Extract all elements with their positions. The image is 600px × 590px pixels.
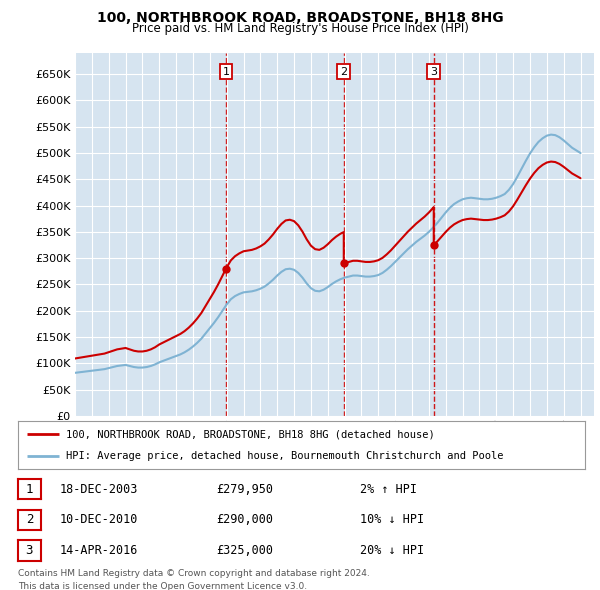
Text: 3: 3 <box>26 544 33 557</box>
Text: HPI: Average price, detached house, Bournemouth Christchurch and Poole: HPI: Average price, detached house, Bour… <box>66 451 503 461</box>
Text: 100, NORTHBROOK ROAD, BROADSTONE, BH18 8HG: 100, NORTHBROOK ROAD, BROADSTONE, BH18 8… <box>97 11 503 25</box>
Text: 2: 2 <box>340 67 347 77</box>
Text: 10-DEC-2010: 10-DEC-2010 <box>60 513 139 526</box>
Text: £325,000: £325,000 <box>216 544 273 557</box>
Text: 18-DEC-2003: 18-DEC-2003 <box>60 483 139 496</box>
Text: 10% ↓ HPI: 10% ↓ HPI <box>360 513 424 526</box>
Text: 2% ↑ HPI: 2% ↑ HPI <box>360 483 417 496</box>
Text: Contains HM Land Registry data © Crown copyright and database right 2024.: Contains HM Land Registry data © Crown c… <box>18 569 370 578</box>
Text: 100, NORTHBROOK ROAD, BROADSTONE, BH18 8HG (detached house): 100, NORTHBROOK ROAD, BROADSTONE, BH18 8… <box>66 429 435 439</box>
Text: This data is licensed under the Open Government Licence v3.0.: This data is licensed under the Open Gov… <box>18 582 307 590</box>
Text: Price paid vs. HM Land Registry's House Price Index (HPI): Price paid vs. HM Land Registry's House … <box>131 22 469 35</box>
Text: £279,950: £279,950 <box>216 483 273 496</box>
Text: £290,000: £290,000 <box>216 513 273 526</box>
Text: 1: 1 <box>26 483 33 496</box>
Text: 2: 2 <box>26 513 33 526</box>
Text: 14-APR-2016: 14-APR-2016 <box>60 544 139 557</box>
Text: 3: 3 <box>430 67 437 77</box>
Text: 20% ↓ HPI: 20% ↓ HPI <box>360 544 424 557</box>
Text: 1: 1 <box>223 67 229 77</box>
